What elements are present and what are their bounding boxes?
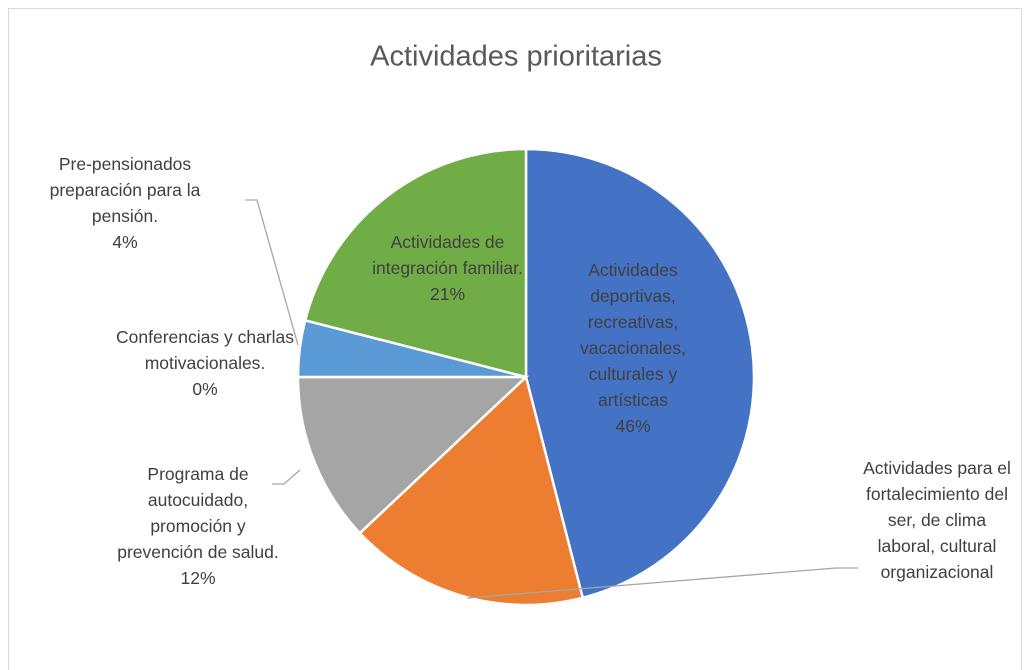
pie-slice xyxy=(358,374,585,607)
pie-slice xyxy=(303,147,528,379)
pie-slice xyxy=(296,375,530,535)
leader-line xyxy=(466,567,858,599)
data-label: Actividades para el fortalecimiento del … xyxy=(863,458,1011,582)
data-label: Actividades de integración familiar. 21% xyxy=(372,232,523,304)
leader-line xyxy=(272,469,301,485)
data-label: Actividades deportivas, recreativas, vac… xyxy=(579,260,687,436)
chart-border xyxy=(8,8,1022,670)
data-label: Pre-pensionados preparación para la pens… xyxy=(49,154,201,252)
chart-title: Actividades prioritarias xyxy=(370,41,662,73)
data-label: Programa de autocuidado, promoción y pre… xyxy=(117,464,279,588)
pie-slice xyxy=(524,147,756,600)
leader-line xyxy=(245,199,299,346)
data-label: Conferencias y charlas motivacionales. 0% xyxy=(116,327,294,399)
